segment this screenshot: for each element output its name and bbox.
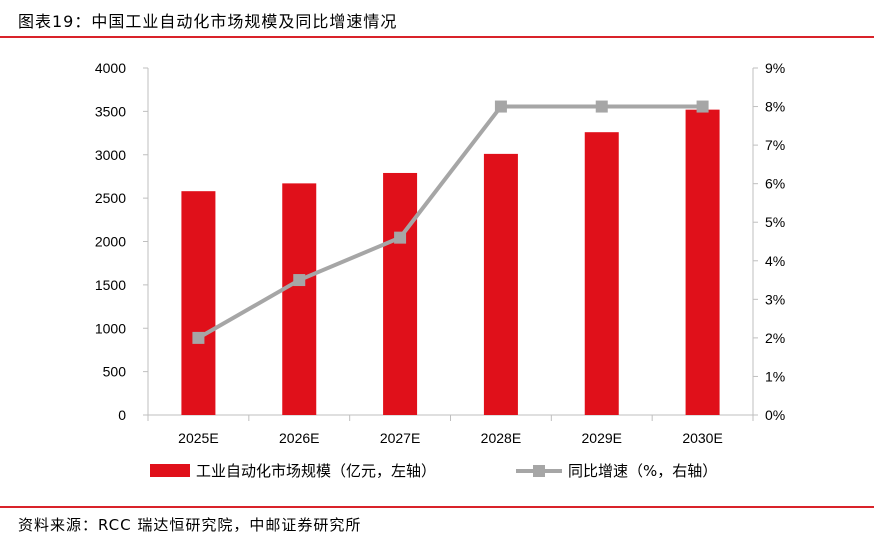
bar	[584, 132, 619, 415]
right-tick-label: 2%	[765, 330, 785, 346]
x-tick-label: 2026E	[279, 430, 319, 446]
right-tick-label: 1%	[765, 368, 785, 384]
right-tick-label: 6%	[765, 176, 785, 192]
x-tick-label: 2025E	[178, 430, 218, 446]
chart-title: 图表19：中国工业自动化市场规模及同比增速情况	[18, 12, 398, 31]
right-tick-label: 0%	[765, 407, 785, 423]
bar	[282, 183, 317, 415]
title-divider	[0, 36, 874, 38]
bar	[483, 153, 518, 415]
bar	[181, 191, 216, 415]
bar	[685, 109, 720, 415]
source-divider	[0, 506, 874, 508]
left-tick-label: 500	[103, 364, 127, 380]
right-tick-label: 3%	[765, 291, 785, 307]
left-tick-label: 3000	[95, 147, 126, 163]
left-tick-label: 0	[118, 407, 126, 423]
x-tick-label: 2028E	[481, 430, 521, 446]
growth-line	[197, 104, 703, 340]
bar	[383, 172, 418, 415]
x-tick-label: 2030E	[682, 430, 722, 446]
left-tick-label: 1500	[95, 277, 126, 293]
legend-line-label: 同比增速（%，右轴）	[568, 462, 717, 480]
growth-point	[494, 100, 507, 113]
x-tick-label: 2027E	[380, 430, 420, 446]
growth-point	[192, 331, 205, 344]
legend-bar-label: 工业自动化市场规模（亿元，左轴）	[196, 462, 436, 480]
growth-point	[595, 100, 608, 113]
left-tick-label: 4000	[95, 60, 126, 76]
legend-line-marker	[533, 465, 545, 477]
right-tick-label: 9%	[765, 60, 785, 76]
left-tick-label: 2500	[95, 190, 126, 206]
legend-bar-swatch	[150, 464, 190, 477]
growth-point	[293, 274, 306, 287]
left-tick-label: 1000	[95, 320, 126, 336]
right-tick-label: 5%	[765, 214, 785, 230]
left-tick-label: 3500	[95, 103, 126, 119]
growth-point	[696, 100, 709, 113]
source-note: 资料来源：RCC 瑞达恒研究院，中邮证券研究所	[18, 516, 362, 534]
right-tick-label: 8%	[765, 99, 785, 115]
right-tick-label: 7%	[765, 137, 785, 153]
left-tick-label: 2000	[95, 234, 126, 250]
x-tick-label: 2029E	[582, 430, 622, 446]
right-tick-label: 4%	[765, 253, 785, 269]
growth-point	[394, 231, 407, 244]
